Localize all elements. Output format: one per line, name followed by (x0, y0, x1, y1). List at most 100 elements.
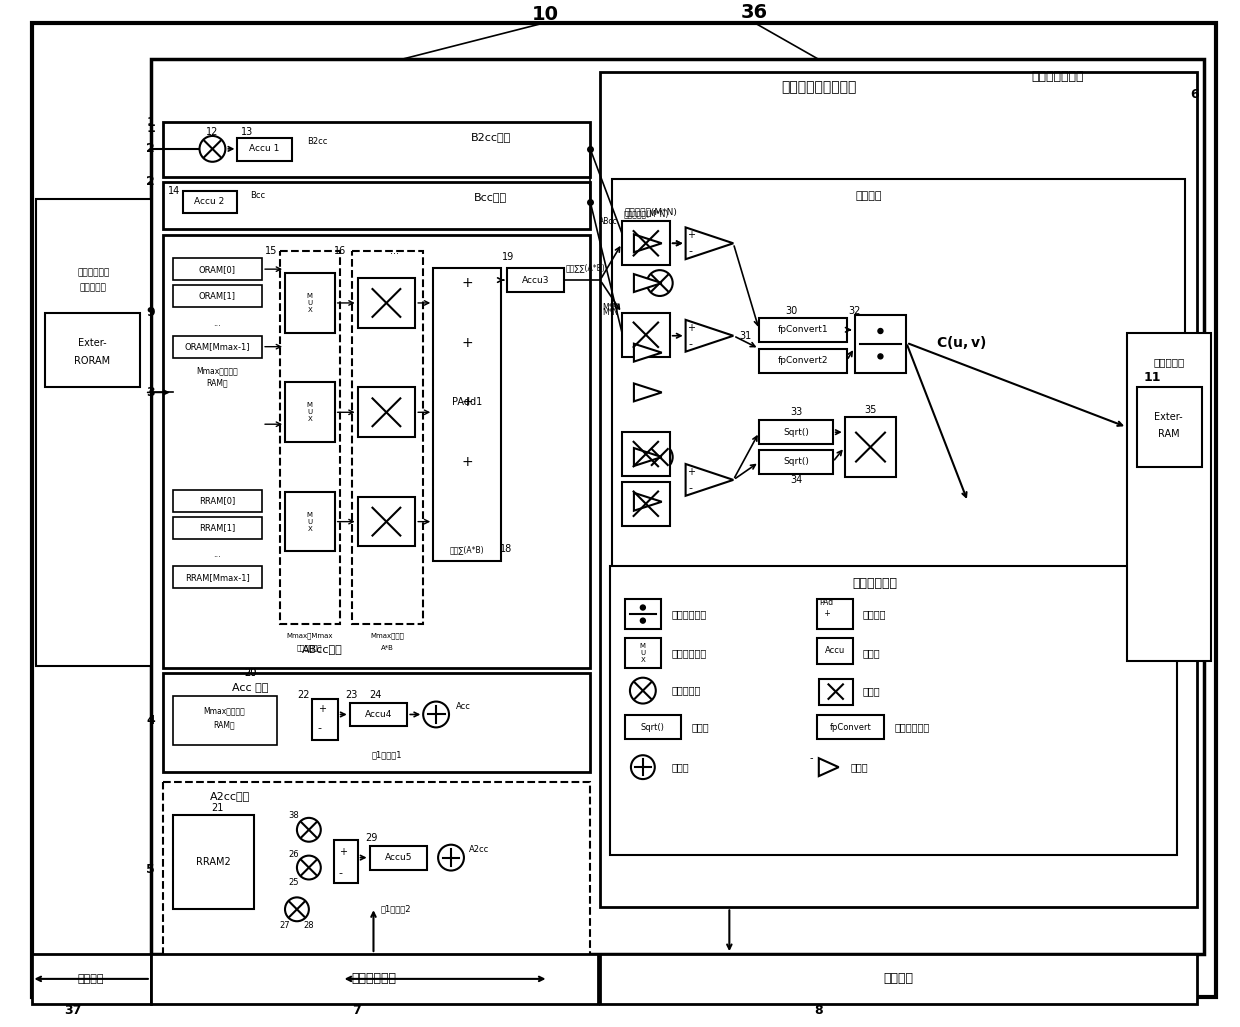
Text: Accu3: Accu3 (522, 275, 549, 284)
Bar (817, 599, 853, 629)
Text: 模板图实时图: 模板图实时图 (77, 269, 109, 277)
Bar (622, 482, 670, 526)
Text: 定点浮点转换: 定点浮点转换 (894, 722, 930, 732)
Text: 微处理器: 微处理器 (78, 974, 104, 984)
Text: 求平方运算: 求平方运算 (672, 686, 701, 695)
Bar (854, 315, 906, 373)
Text: M
U
X: M U X (306, 293, 312, 313)
Text: 外部通信接口: 外部通信接口 (351, 973, 396, 985)
Text: B2cc: B2cc (306, 138, 327, 147)
Text: 乘法器: 乘法器 (863, 687, 880, 696)
Text: Acc: Acc (456, 702, 471, 711)
Text: 加法器: 加法器 (672, 762, 689, 772)
Text: Accu 1: Accu 1 (249, 145, 279, 153)
Text: 求方根: 求方根 (692, 722, 709, 732)
Bar (162, 235, 590, 668)
Bar (162, 182, 590, 229)
Text: ORAM[Mmax-1]: ORAM[Mmax-1] (185, 342, 250, 351)
Polygon shape (634, 493, 662, 510)
Text: Mmax个实时图: Mmax个实时图 (203, 706, 246, 715)
Bar (285, 382, 335, 442)
Text: 26: 26 (289, 850, 299, 860)
Bar (172, 258, 262, 280)
Bar (600, 72, 1197, 907)
Bar (36, 198, 151, 665)
Text: 8: 8 (815, 1004, 823, 1017)
Text: -: - (688, 339, 693, 349)
Text: 1: 1 (146, 115, 155, 128)
Text: A2cc: A2cc (469, 845, 489, 854)
Text: Accu 2: Accu 2 (195, 197, 224, 206)
Text: 各项操作图例: 各项操作图例 (852, 577, 897, 589)
Bar (622, 432, 670, 476)
Bar (625, 716, 681, 739)
Bar (759, 420, 833, 444)
Text: 输入多路通道: 输入多路通道 (298, 645, 322, 651)
Text: +: + (687, 322, 694, 333)
Text: 累加器: 累加器 (863, 648, 880, 658)
Text: Sqrt(): Sqrt() (782, 457, 808, 466)
Bar (600, 954, 1197, 1003)
Text: PAd
 +: PAd + (820, 599, 833, 618)
Bar (818, 679, 853, 705)
Bar (433, 268, 501, 562)
Text: A2cc计算: A2cc计算 (211, 791, 250, 801)
Bar (162, 122, 590, 177)
Text: 29: 29 (366, 833, 378, 843)
Bar (31, 954, 151, 1003)
Text: 32: 32 (848, 306, 861, 316)
Text: 30: 30 (785, 306, 797, 316)
Text: 35: 35 (864, 406, 877, 415)
Text: M
U
X: M U X (306, 403, 312, 422)
Bar (280, 252, 340, 624)
Text: 数据存储器: 数据存储器 (79, 283, 107, 293)
Circle shape (640, 605, 645, 610)
Bar (817, 716, 884, 739)
Text: ...: ... (213, 549, 222, 559)
Bar (357, 278, 415, 328)
Text: 16: 16 (334, 246, 346, 257)
Bar (162, 783, 590, 966)
Text: 23: 23 (346, 689, 358, 699)
Circle shape (423, 701, 449, 727)
Text: ABcc: ABcc (599, 217, 618, 226)
Text: -: - (688, 483, 693, 493)
Text: fpConvert2: fpConvert2 (777, 356, 828, 365)
Text: RAM: RAM (1158, 429, 1179, 440)
Text: PAdd1: PAdd1 (451, 397, 482, 408)
Text: B2cc计算: B2cc计算 (471, 131, 511, 142)
Bar (357, 387, 415, 438)
Text: 模板图大小(M*N): 模板图大小(M*N) (625, 207, 678, 216)
Circle shape (200, 136, 226, 162)
Text: 4: 4 (146, 714, 155, 727)
Text: 3: 3 (146, 386, 155, 398)
Text: RAM块: RAM块 (207, 378, 228, 387)
Text: 37: 37 (64, 1004, 82, 1017)
Text: Bcc计算: Bcc计算 (474, 192, 507, 201)
Text: Exter-: Exter- (78, 338, 107, 348)
Text: RRAM2: RRAM2 (196, 857, 231, 867)
Text: 结果存储器: 结果存储器 (1153, 357, 1184, 368)
Bar (507, 268, 564, 292)
Circle shape (878, 354, 883, 358)
Circle shape (878, 329, 883, 334)
Circle shape (438, 844, 464, 871)
Text: RRAM[0]: RRAM[0] (200, 496, 236, 505)
Polygon shape (634, 234, 662, 253)
Text: 38: 38 (289, 811, 299, 821)
Text: 归一化相关系数计算: 归一化相关系数计算 (781, 80, 857, 94)
Circle shape (647, 270, 672, 296)
Bar (172, 517, 262, 538)
Text: 1: 1 (146, 122, 155, 136)
Bar (237, 138, 291, 161)
Text: 15: 15 (264, 246, 277, 257)
Bar (610, 566, 1177, 854)
Text: 19: 19 (501, 253, 513, 262)
Text: +: + (687, 230, 694, 240)
Text: -: - (810, 753, 813, 763)
Text: 模板图大小(M*N): 模板图大小(M*N) (624, 208, 670, 218)
Text: 11: 11 (1143, 371, 1161, 384)
Bar (622, 313, 670, 356)
Text: $\mathbf{C(u,v)}$: $\mathbf{C(u,v)}$ (936, 334, 987, 351)
Text: +: + (461, 395, 472, 410)
